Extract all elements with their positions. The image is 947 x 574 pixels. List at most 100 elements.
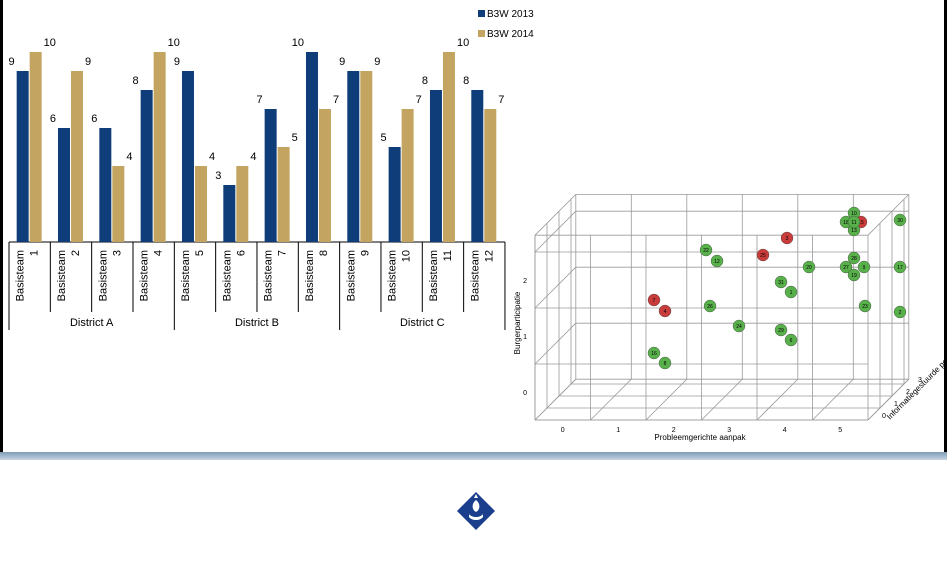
scatter-point xyxy=(893,305,907,319)
slide-right-border xyxy=(944,0,947,456)
category-label: Basisteam xyxy=(387,250,399,301)
scatter-point xyxy=(784,285,798,299)
bar-2013 xyxy=(388,147,401,242)
bar-2014 xyxy=(236,166,249,242)
legend-label: B3W 2014 xyxy=(487,29,534,40)
scatter-point xyxy=(699,243,713,257)
scatter-point-label: 30 xyxy=(897,218,903,224)
bar-data-label: 9 xyxy=(174,56,180,68)
legend-swatch xyxy=(478,30,485,37)
bar-2013 xyxy=(305,52,318,242)
grid-line xyxy=(590,378,632,421)
slide-left-border xyxy=(0,0,3,456)
bar-data-label: 9 xyxy=(85,56,91,68)
police-emblem-icon xyxy=(457,492,495,530)
scatter-point-label: 2 xyxy=(899,310,902,316)
footer-divider-band xyxy=(0,452,947,460)
bar-2014 xyxy=(194,166,207,242)
district-label: District B xyxy=(235,317,279,329)
scatter-point-label: 12 xyxy=(714,259,720,265)
scatter-point-label: 24 xyxy=(736,324,742,330)
scatter-point-label: 31 xyxy=(778,280,784,286)
category-label: Basisteam xyxy=(469,250,481,301)
scatter-point xyxy=(802,260,816,274)
scatter-point xyxy=(839,260,853,274)
bar-data-label: 7 xyxy=(333,94,339,106)
scatter-point-label: 4 xyxy=(664,309,667,315)
bar-data-label: 8 xyxy=(422,75,428,87)
scatter-point xyxy=(893,213,907,227)
bar-2014 xyxy=(318,109,331,242)
scatter-point-label: 27 xyxy=(843,265,849,271)
category-label: Basisteam xyxy=(97,250,109,301)
x-tick-label: 5 xyxy=(838,427,842,434)
scatter-point xyxy=(658,356,672,370)
scatter-point-label: 10 xyxy=(851,211,857,217)
category-label: 3 xyxy=(111,250,123,256)
y-tick-label: 2 xyxy=(523,278,527,285)
slide-content: 9 6 6 8 9 3 7 10 9 5 8 8 10 9 4 10 4 4 5 7 9 7 10 7 Basisteam 1 Ba… xyxy=(0,0,947,456)
scatter-point xyxy=(647,346,661,360)
bar-2014 xyxy=(153,52,166,242)
bar-data-label: 5 xyxy=(292,132,298,144)
scatter-point-label: 25 xyxy=(760,253,766,259)
category-label: 9 xyxy=(359,250,371,256)
bar-2013 xyxy=(223,185,236,242)
category-label: Basisteam xyxy=(304,250,316,301)
bar-data-label: 9 xyxy=(374,56,380,68)
scatter-point-label: 15 xyxy=(858,220,864,226)
bar-2013 xyxy=(140,90,153,242)
scatter-point xyxy=(658,304,672,318)
scatter-point xyxy=(647,293,661,307)
bar-2014 xyxy=(442,52,455,242)
category-label: Basisteam xyxy=(345,250,357,301)
scatter-point-label: 28 xyxy=(851,256,857,262)
z-tick-label: 1 xyxy=(894,401,898,408)
bar-data-label: 10 xyxy=(457,37,469,49)
legend-label: B3W 2013 xyxy=(487,9,534,20)
bar-2013 xyxy=(429,90,442,242)
scatter-point-label: 20 xyxy=(806,265,812,271)
bar-data-label: 7 xyxy=(257,94,263,106)
grid-line xyxy=(534,210,577,253)
x-tick-label: 3 xyxy=(727,427,731,434)
scatter-point xyxy=(847,251,861,265)
x-axis-label: Probleemgerichte aanpak xyxy=(654,433,746,442)
scatter-point xyxy=(703,299,717,313)
bar-2013 xyxy=(57,128,70,242)
y-axis-label: Burgerparticipatie xyxy=(513,291,522,354)
category-label: 6 xyxy=(235,250,247,256)
scatter-point xyxy=(732,319,746,333)
bar-2014 xyxy=(29,52,42,242)
scatter-point xyxy=(858,299,872,313)
bar-data-label: 5 xyxy=(381,132,387,144)
scatter-point xyxy=(756,248,770,262)
z-tick-label: 3 xyxy=(918,377,922,384)
grid-line xyxy=(645,378,688,421)
scatter-point-label: 6 xyxy=(790,338,793,344)
scatter-point xyxy=(847,268,861,282)
scatter-point xyxy=(857,260,871,274)
scatter-point-label: 26 xyxy=(707,304,713,310)
bar-data-label: 7 xyxy=(498,94,504,106)
scatter-point-label: 16 xyxy=(651,351,657,357)
category-label: Basisteam xyxy=(139,250,151,301)
scatter-point-label: 17 xyxy=(897,265,903,271)
legend-swatch xyxy=(478,10,485,17)
scatter-point xyxy=(893,260,907,274)
scatter-point-label: 18 xyxy=(843,220,849,226)
scatter-point-label: 3 xyxy=(786,236,789,242)
scatter-point-label: 1 xyxy=(790,290,793,296)
bar-2013 xyxy=(347,71,360,242)
bar-data-label: 10 xyxy=(292,37,304,49)
scatter-point xyxy=(774,275,788,289)
bar-2013 xyxy=(16,71,29,242)
district-label: District C xyxy=(400,317,445,329)
grid-line xyxy=(534,266,577,309)
grid-line xyxy=(701,378,743,421)
bar-data-label: 10 xyxy=(44,37,56,49)
bar-data-label: 4 xyxy=(209,151,215,163)
